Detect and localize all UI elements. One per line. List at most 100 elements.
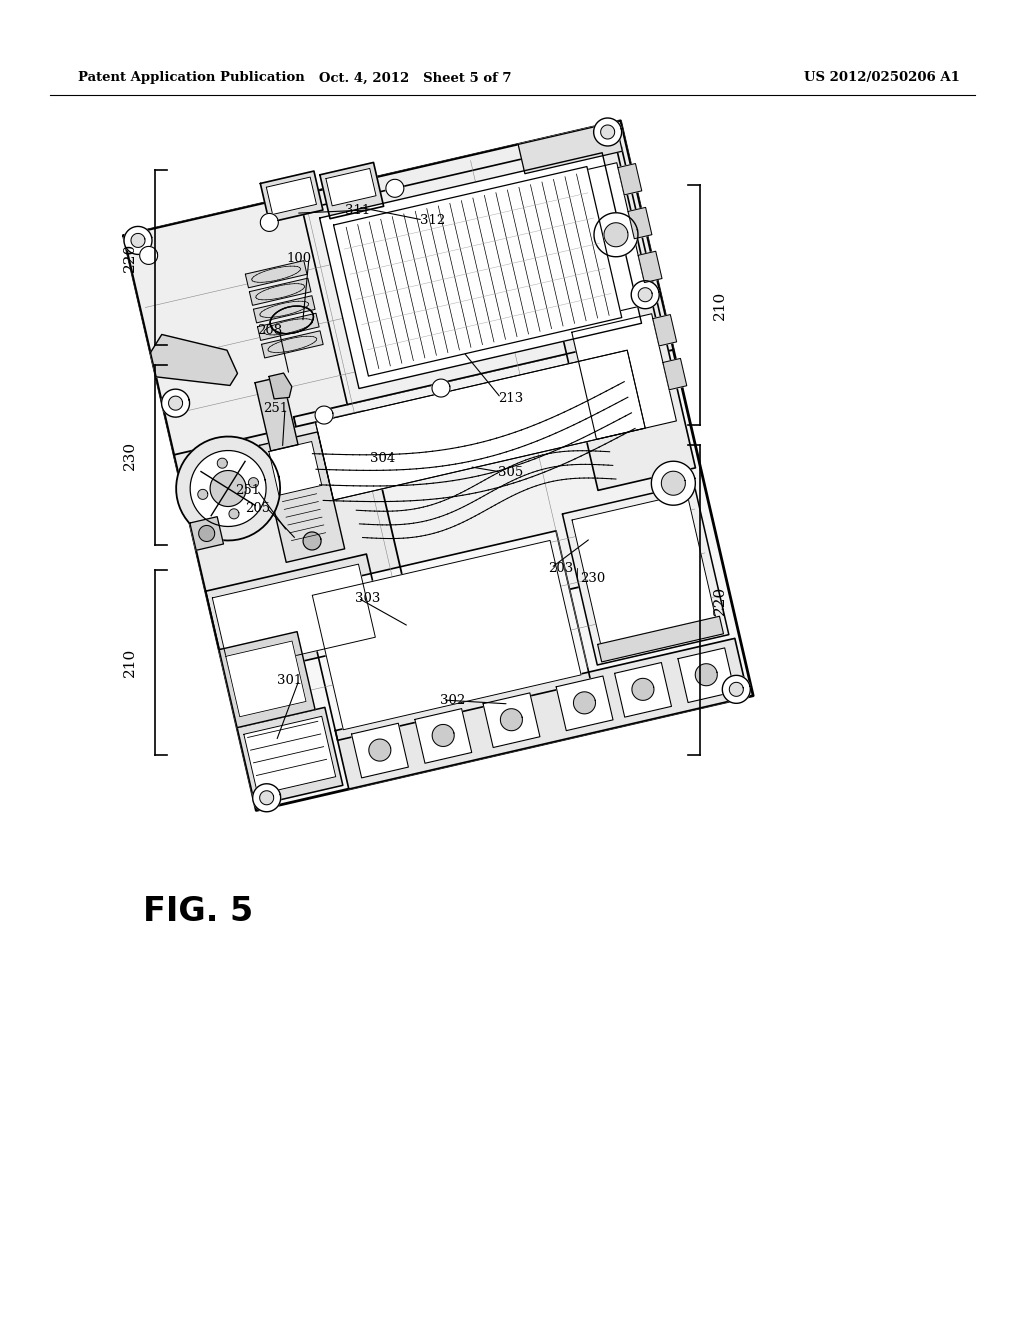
Polygon shape xyxy=(189,516,223,550)
Polygon shape xyxy=(315,407,333,424)
Polygon shape xyxy=(571,314,677,440)
Polygon shape xyxy=(631,281,659,309)
Polygon shape xyxy=(124,121,754,810)
Polygon shape xyxy=(253,784,281,812)
Polygon shape xyxy=(432,379,450,397)
Polygon shape xyxy=(261,331,324,358)
Polygon shape xyxy=(124,227,152,255)
Polygon shape xyxy=(695,664,717,685)
Text: 203: 203 xyxy=(548,561,573,574)
Polygon shape xyxy=(266,177,316,214)
Polygon shape xyxy=(638,288,652,302)
Polygon shape xyxy=(598,616,724,661)
Polygon shape xyxy=(638,251,662,282)
Polygon shape xyxy=(572,494,718,655)
Polygon shape xyxy=(501,709,522,731)
Text: 251: 251 xyxy=(263,401,288,414)
Polygon shape xyxy=(663,359,687,389)
Polygon shape xyxy=(601,125,614,139)
Polygon shape xyxy=(604,223,628,247)
Polygon shape xyxy=(212,564,376,671)
Polygon shape xyxy=(678,648,735,702)
Text: 100: 100 xyxy=(287,252,312,264)
Polygon shape xyxy=(226,642,306,717)
Polygon shape xyxy=(518,121,623,174)
Polygon shape xyxy=(139,247,158,264)
Polygon shape xyxy=(319,162,384,219)
Polygon shape xyxy=(617,164,642,195)
Text: Oct. 4, 2012   Sheet 5 of 7: Oct. 4, 2012 Sheet 5 of 7 xyxy=(318,71,511,84)
Polygon shape xyxy=(238,708,343,805)
Polygon shape xyxy=(335,639,749,789)
Polygon shape xyxy=(483,693,540,747)
Polygon shape xyxy=(556,676,613,731)
Text: Patent Application Publication: Patent Application Publication xyxy=(78,71,305,84)
Text: 312: 312 xyxy=(420,214,445,227)
Text: US 2012/0250206 A1: US 2012/0250206 A1 xyxy=(804,71,961,84)
Polygon shape xyxy=(594,213,638,257)
Polygon shape xyxy=(246,260,307,288)
Polygon shape xyxy=(303,531,591,741)
Polygon shape xyxy=(662,471,685,495)
Polygon shape xyxy=(573,692,596,714)
Polygon shape xyxy=(229,508,239,519)
Polygon shape xyxy=(524,147,695,490)
Text: 210: 210 xyxy=(713,290,727,319)
Polygon shape xyxy=(162,389,189,417)
Polygon shape xyxy=(652,314,677,346)
Polygon shape xyxy=(326,169,376,206)
Polygon shape xyxy=(260,172,323,223)
Polygon shape xyxy=(250,279,311,305)
Polygon shape xyxy=(312,540,581,730)
Polygon shape xyxy=(174,411,410,649)
Polygon shape xyxy=(562,483,729,665)
Polygon shape xyxy=(260,791,273,805)
Polygon shape xyxy=(169,396,182,411)
Polygon shape xyxy=(206,554,387,678)
Text: 208: 208 xyxy=(257,323,282,337)
Polygon shape xyxy=(259,432,345,562)
Polygon shape xyxy=(334,166,622,376)
Polygon shape xyxy=(217,458,227,469)
Polygon shape xyxy=(244,717,336,795)
Polygon shape xyxy=(651,461,695,506)
Text: 220: 220 xyxy=(713,585,727,615)
Polygon shape xyxy=(255,376,298,451)
Polygon shape xyxy=(432,725,455,746)
Polygon shape xyxy=(198,490,208,499)
Text: 301: 301 xyxy=(276,673,302,686)
Polygon shape xyxy=(729,682,743,697)
Polygon shape xyxy=(386,180,403,197)
Text: 220: 220 xyxy=(123,243,137,272)
Text: 251: 251 xyxy=(234,483,260,496)
Polygon shape xyxy=(294,338,686,642)
Polygon shape xyxy=(253,296,315,323)
Polygon shape xyxy=(124,121,674,465)
Text: 205: 205 xyxy=(245,502,270,515)
Polygon shape xyxy=(319,153,642,388)
Polygon shape xyxy=(257,313,319,341)
Text: FIG. 5: FIG. 5 xyxy=(143,895,253,928)
Text: 230: 230 xyxy=(580,572,605,585)
Polygon shape xyxy=(219,632,315,727)
Polygon shape xyxy=(614,663,672,717)
Polygon shape xyxy=(131,234,145,247)
Text: 210: 210 xyxy=(123,648,137,677)
Polygon shape xyxy=(628,207,652,239)
Polygon shape xyxy=(632,678,654,701)
Polygon shape xyxy=(199,525,215,541)
Polygon shape xyxy=(315,350,645,500)
Polygon shape xyxy=(176,437,281,540)
Text: 302: 302 xyxy=(440,693,465,706)
Polygon shape xyxy=(369,739,391,762)
Polygon shape xyxy=(303,532,322,550)
Polygon shape xyxy=(269,374,292,399)
Polygon shape xyxy=(415,709,472,763)
Text: 311: 311 xyxy=(345,203,370,216)
Text: 230: 230 xyxy=(123,441,137,470)
Polygon shape xyxy=(269,441,322,495)
Polygon shape xyxy=(210,470,246,507)
Polygon shape xyxy=(302,137,659,404)
Polygon shape xyxy=(151,334,238,385)
Polygon shape xyxy=(260,214,279,231)
